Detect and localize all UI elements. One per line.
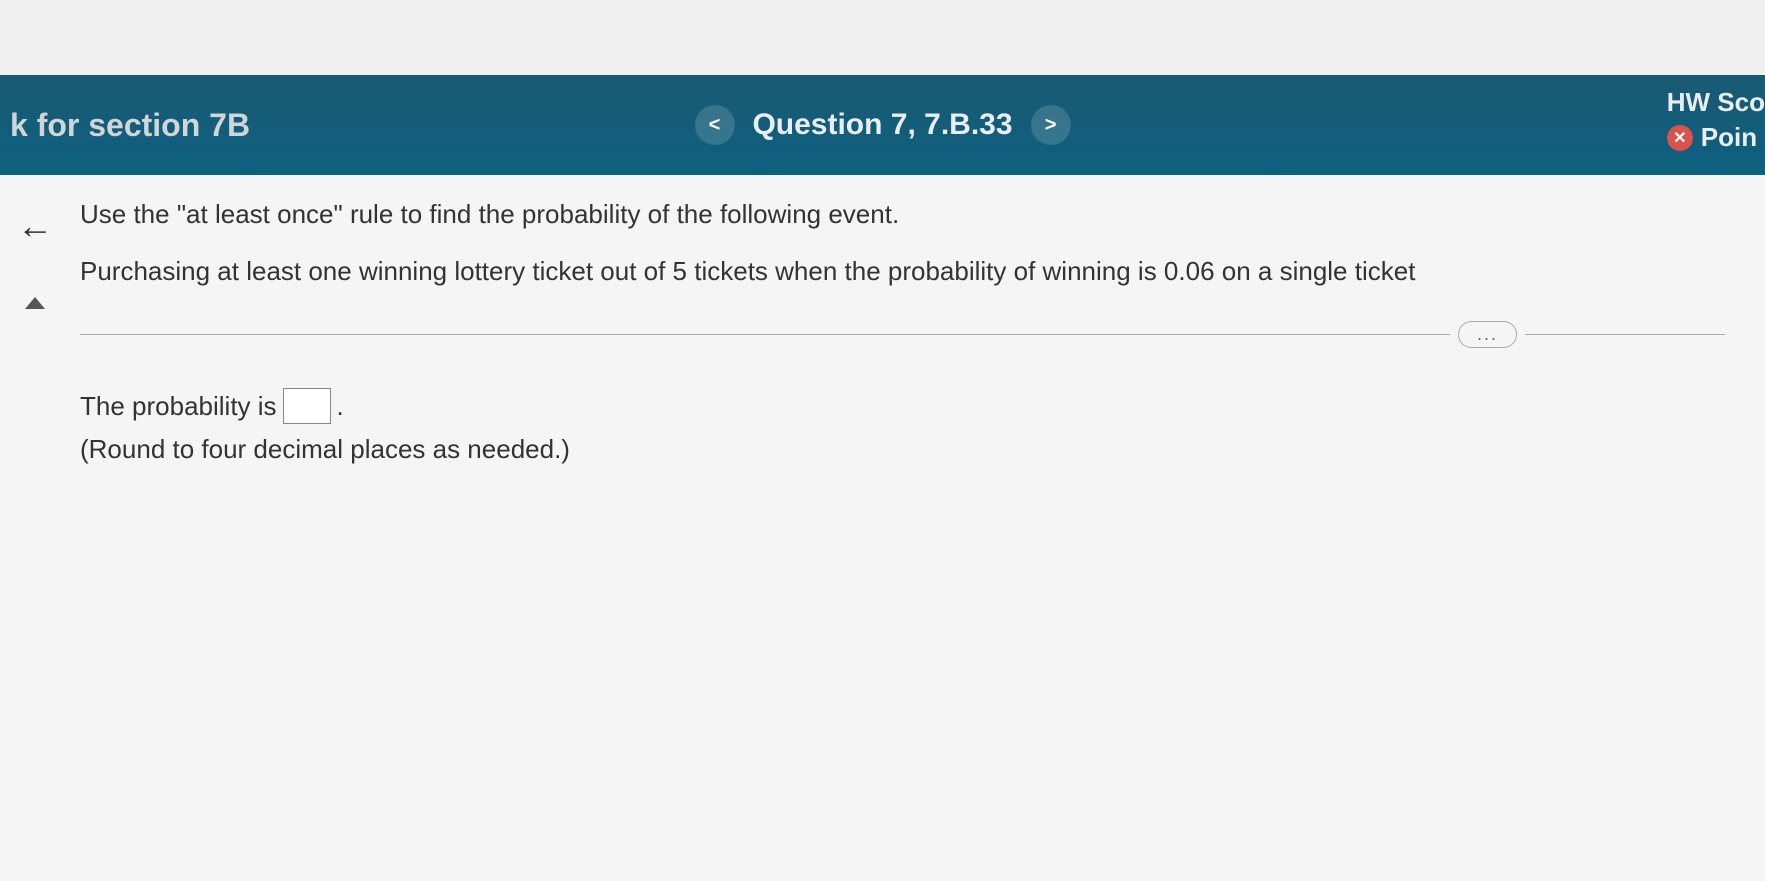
divider-line-left <box>80 334 1450 335</box>
question-label: Question 7, 7.B.33 <box>752 108 1012 142</box>
answer-row: The probability is . <box>80 388 1725 424</box>
instruction-text: Use the "at least once" rule to find the… <box>80 195 1725 234</box>
expand-button[interactable]: ... <box>1458 321 1517 348</box>
header-bar: k for section 7B < Question 7, 7.B.33 > … <box>0 75 1765 175</box>
divider-row: ... <box>80 321 1725 348</box>
question-nav: < Question 7, 7.B.33 > <box>694 105 1070 145</box>
next-question-button[interactable]: > <box>1031 105 1071 145</box>
section-title: k for section 7B <box>10 107 250 144</box>
left-column: ← <box>0 175 70 881</box>
round-note: (Round to four decimal places as needed.… <box>80 434 1725 465</box>
back-arrow-button[interactable]: ← <box>17 205 53 247</box>
top-gap <box>0 0 1765 75</box>
answer-prefix: The probability is <box>80 391 277 422</box>
prev-question-button[interactable]: < <box>694 105 734 145</box>
content-area: ← Use the "at least once" rule to find t… <box>0 175 1765 881</box>
score-area: HW Sco ✕ Poin <box>1667 87 1765 153</box>
problem-text: Purchasing at least one winning lottery … <box>80 252 1725 291</box>
answer-suffix: . <box>337 391 344 422</box>
points-label: Poin <box>1701 122 1757 153</box>
probability-input[interactable] <box>283 388 331 424</box>
scroll-up-button[interactable] <box>25 297 45 309</box>
main-content: Use the "at least once" rule to find the… <box>70 175 1765 881</box>
points-row: ✕ Poin <box>1667 122 1765 153</box>
incorrect-icon: ✕ <box>1667 125 1693 151</box>
divider-line-right <box>1525 334 1725 335</box>
hw-score-label: HW Sco <box>1667 87 1765 118</box>
